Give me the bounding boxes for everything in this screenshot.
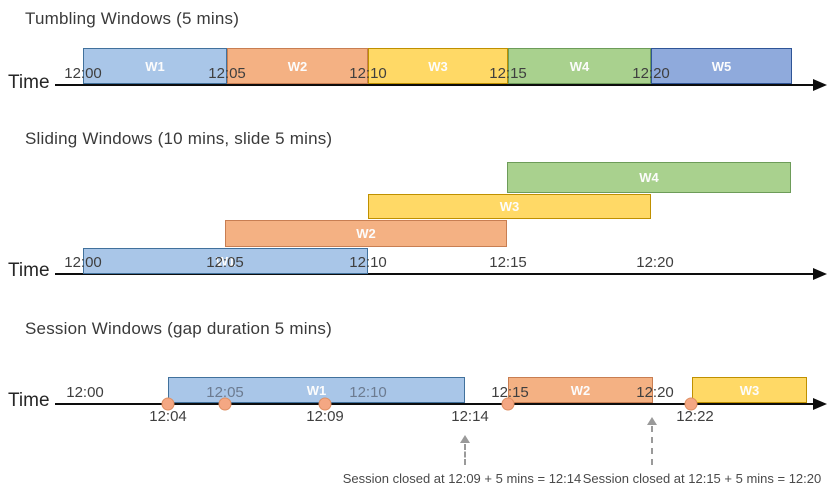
session-time-axis [55,403,813,405]
window-label: W5 [711,58,732,74]
tumbling-window-w5: W5 [651,48,792,84]
session-closed-annotation-1: Session closed at 12:09 + 5 mins = 12:14 [342,471,582,486]
window-label: W2 [287,58,308,74]
event-dot [161,397,175,411]
session-time-axis-label: Time [8,390,50,411]
window-label: W4 [639,170,659,185]
session-closed-annotation-2: Session closed at 12:15 + 5 mins = 12:20 [582,471,822,486]
session-event-label-1222: 12:22 [676,408,714,425]
session-window-w2: W2 [508,377,653,403]
tumbling-time-axis-label: Time [8,72,50,93]
window-label: W3 [499,199,520,214]
window-label: W2 [356,226,376,241]
tumbling-window-w3: W3 [368,48,508,84]
window-label: W2 [570,382,591,398]
event-dot [318,397,332,411]
session-event-label-1204: 12:04 [149,408,187,425]
session-section-title: Session Windows (gap duration 5 mins) [25,319,332,338]
tumbling-tick-1205: 12:05 [208,65,246,82]
window-label: W1 [306,382,327,398]
session-close-label-1214: 12:14 [451,408,489,425]
event-dot [218,397,232,411]
tumbling-tick-1200: 12:00 [64,65,102,82]
sliding-window-w1: W1 [83,248,368,274]
session-tick-1205: 12:05 [206,384,244,401]
tumbling-axis-arrowhead-icon [813,79,827,91]
tumbling-section-title: Tumbling Windows (5 mins) [25,9,240,28]
sliding-window-w2: W2 [225,220,507,247]
sliding-tick-1210: 12:10 [349,254,387,271]
sliding-section-title: Sliding Windows (10 mins, slide 5 mins) [25,129,333,148]
session-tick-1200: 12:00 [66,384,104,401]
session-tick-1215: 12:15 [491,384,529,401]
window-label: W3 [428,58,448,74]
sliding-window-w4: W4 [507,162,791,193]
sliding-axis-arrowhead-icon [813,268,827,280]
sliding-tick-1215: 12:15 [489,254,527,271]
session-tick-1210: 12:10 [349,384,387,401]
sliding-tick-1205: 12:05 [206,254,244,271]
tumbling-window-w2: W2 [227,48,368,84]
session-window-w1: W1 [168,377,465,403]
session-tick-1220: 12:20 [636,384,674,401]
tumbling-tick-1210: 12:10 [349,65,387,82]
window-label: W4 [569,58,590,74]
tumbling-time-axis [55,84,813,86]
annotation-arrow-icon [647,417,657,465]
tumbling-tick-1220: 12:20 [632,65,670,82]
sliding-window-w3: W3 [368,194,651,219]
sliding-time-axis-label: Time [8,260,50,281]
session-axis-arrowhead-icon [813,398,827,410]
session-event-label-1209: 12:09 [306,408,344,425]
sliding-time-axis [55,273,813,275]
annotation-arrow-icon [460,435,470,465]
window-label: W1 [215,253,236,269]
sliding-tick-1220: 12:20 [636,254,674,271]
window-label: W3 [739,382,760,398]
event-dot [501,397,515,411]
tumbling-tick-1215: 12:15 [489,65,527,82]
tumbling-window-w1: W1 [83,48,227,84]
sliding-tick-1200: 12:00 [64,254,102,271]
window-label: W1 [145,58,165,74]
event-dot [684,397,698,411]
tumbling-window-w4: W4 [508,48,651,84]
session-window-w3: W3 [692,377,807,403]
